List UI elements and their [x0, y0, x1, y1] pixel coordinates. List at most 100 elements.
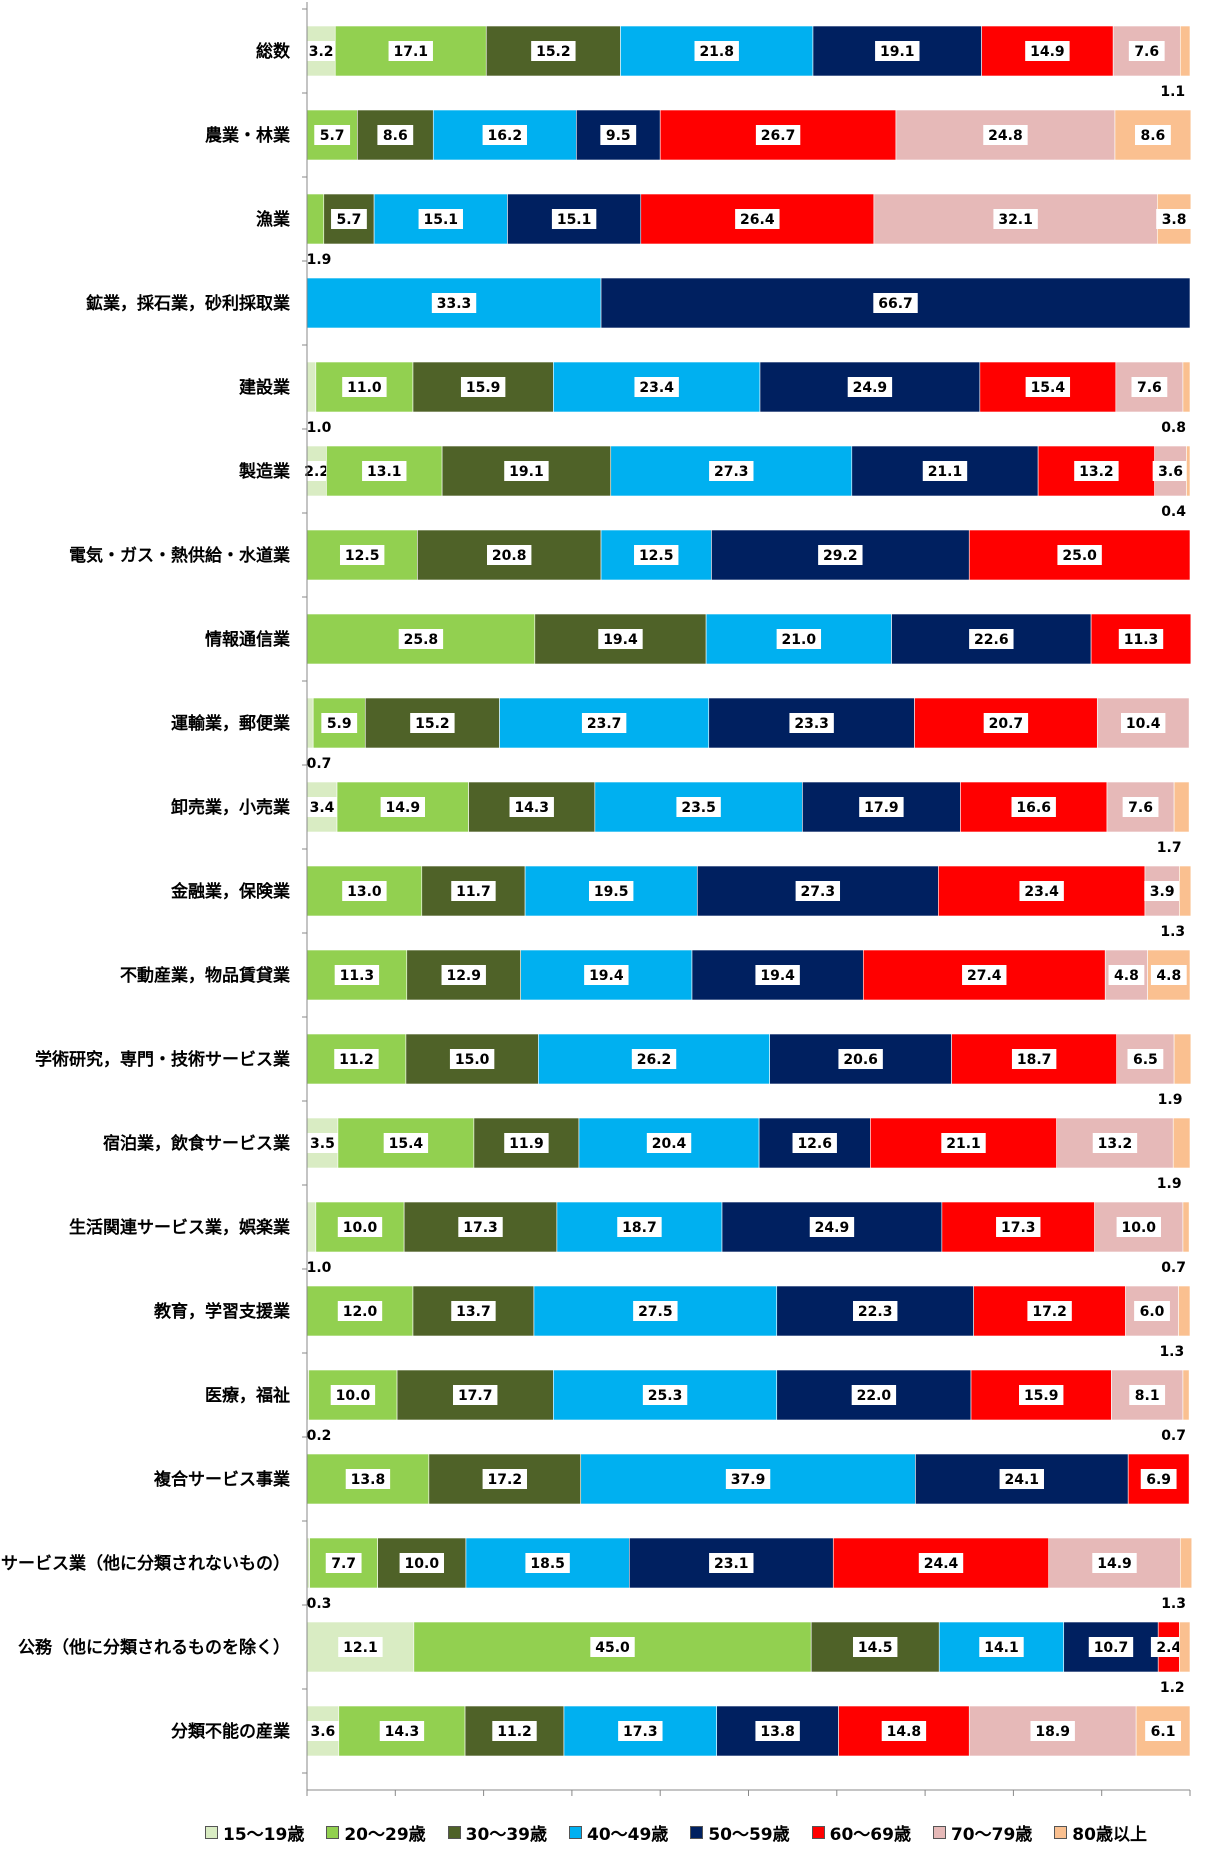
data-label: 18.7: [1017, 1052, 1052, 1068]
data-label: 11.7: [456, 884, 491, 900]
data-label: 3.6: [310, 1724, 335, 1740]
data-label-box: [1122, 797, 1159, 817]
data-label: 11.9: [509, 1136, 544, 1152]
data-label-box: [918, 1553, 964, 1573]
data-label-box: [304, 797, 340, 817]
data-label-box: [525, 1553, 570, 1573]
data-label: 18.5: [530, 1556, 565, 1572]
bar-segment: [1182, 361, 1191, 413]
category-label: 公務（他に分類されるものを除く）: [18, 1637, 290, 1658]
data-label: 6.9: [1146, 1472, 1171, 1488]
data-label: 4.8: [1156, 968, 1181, 984]
data-label: 10.0: [405, 1556, 440, 1572]
data-label-box: [1128, 41, 1165, 61]
data-label-outside: 0.4: [1161, 504, 1186, 520]
data-label-outside: 0.7: [1161, 1428, 1186, 1444]
data-label-box: [847, 377, 893, 397]
data-label: 3.6: [1158, 464, 1183, 480]
data-label-box: [725, 1469, 771, 1489]
data-label: 24.8: [988, 128, 1023, 144]
data-label-box: [941, 1133, 986, 1153]
data-label: 14.3: [514, 800, 549, 816]
data-label-box: [792, 1133, 837, 1153]
data-label: 15.2: [536, 44, 571, 60]
data-label: 8.6: [1141, 128, 1166, 144]
data-label-box: [600, 125, 637, 145]
legend-swatch: [447, 1826, 461, 1839]
bar-segment: [1182, 1201, 1190, 1253]
bar-segment: [306, 361, 317, 413]
data-label: 23.4: [1024, 884, 1059, 900]
data-label: 3.9: [1150, 884, 1175, 900]
data-label: 19.4: [603, 632, 638, 648]
data-label-outside: 0.2: [307, 1428, 332, 1444]
data-label-box: [1025, 41, 1070, 61]
data-label-box: [1027, 1301, 1072, 1321]
data-label-outside: 1.1: [1160, 84, 1185, 100]
data-label-box: [509, 797, 554, 817]
data-label: 17.3: [1001, 1220, 1036, 1236]
bar-segment: [306, 1201, 317, 1253]
data-label: 13.1: [367, 464, 402, 480]
data-label-box: [1019, 1385, 1064, 1405]
data-label-box: [851, 1385, 897, 1405]
data-label: 29.2: [823, 548, 858, 564]
data-label-box: [325, 1553, 362, 1573]
data-label: 17.3: [463, 1220, 498, 1236]
data-label: 14.3: [385, 1724, 420, 1740]
bar-segment: [1186, 445, 1191, 497]
data-label: 10.7: [1094, 1640, 1129, 1656]
data-label-box: [487, 545, 532, 565]
data-label-box: [362, 461, 407, 481]
data-label-box: [1150, 1637, 1187, 1657]
data-label: 8.6: [383, 128, 408, 144]
bar-segment: [1179, 25, 1191, 77]
category-label: 金融業，保険業: [170, 881, 290, 902]
legend-label: 30～39歳: [465, 1825, 547, 1845]
data-label-box: [588, 881, 634, 901]
bar-segment: [306, 193, 325, 245]
data-label-box: [1118, 629, 1164, 649]
data-label-box: [853, 1637, 898, 1657]
category-label: 農業・林業: [205, 125, 290, 146]
data-label-box: [1134, 1301, 1170, 1321]
data-label-box: [451, 881, 496, 901]
data-label-box: [617, 1217, 662, 1237]
data-label: 12.0: [343, 1304, 378, 1320]
data-label: 22.6: [974, 632, 1009, 648]
data-label: 17.1: [393, 44, 428, 60]
data-label: 23.1: [714, 1556, 749, 1572]
bar-segment: [306, 697, 314, 749]
data-label: 19.4: [760, 968, 795, 984]
data-label-box: [709, 461, 754, 481]
data-label: 18.7: [622, 1220, 657, 1236]
data-label: 13.2: [1079, 464, 1114, 480]
data-label-box: [418, 209, 463, 229]
data-label-box: [398, 629, 444, 649]
data-label: 23.7: [587, 716, 622, 732]
data-label: 11.3: [340, 968, 375, 984]
data-label: 7.6: [1128, 800, 1153, 816]
data-label: 21.0: [782, 632, 817, 648]
data-label-outside: 0.3: [307, 1596, 332, 1612]
data-label: 24.1: [1005, 1472, 1040, 1488]
category-label: 分類不能の産業: [171, 1721, 290, 1742]
data-label-box: [334, 965, 380, 985]
data-label: 5.9: [327, 716, 352, 732]
data-label-box: [298, 461, 335, 481]
legend-item: 20～29歳: [326, 1820, 426, 1845]
data-label-box: [1011, 797, 1056, 817]
data-label: 15.4: [389, 1136, 424, 1152]
data-label-outside: 1.9: [307, 252, 332, 268]
data-label: 19.4: [589, 968, 624, 984]
data-label-box: [451, 1301, 496, 1321]
data-label: 37.9: [731, 1472, 766, 1488]
data-label-outside: 1.9: [1157, 1176, 1182, 1192]
data-label: 23.5: [681, 800, 716, 816]
chart-legend: 15～19歳 20～29歳 30～39歳 40～49歳 50～59歳 60～69歳 70～7…: [205, 1820, 1205, 1845]
data-label: 27.3: [801, 884, 836, 900]
data-label-box: [584, 965, 629, 985]
legend-swatch: [1054, 1826, 1068, 1839]
data-label: 17.7: [458, 1388, 493, 1404]
bar-segment: [1179, 865, 1192, 917]
